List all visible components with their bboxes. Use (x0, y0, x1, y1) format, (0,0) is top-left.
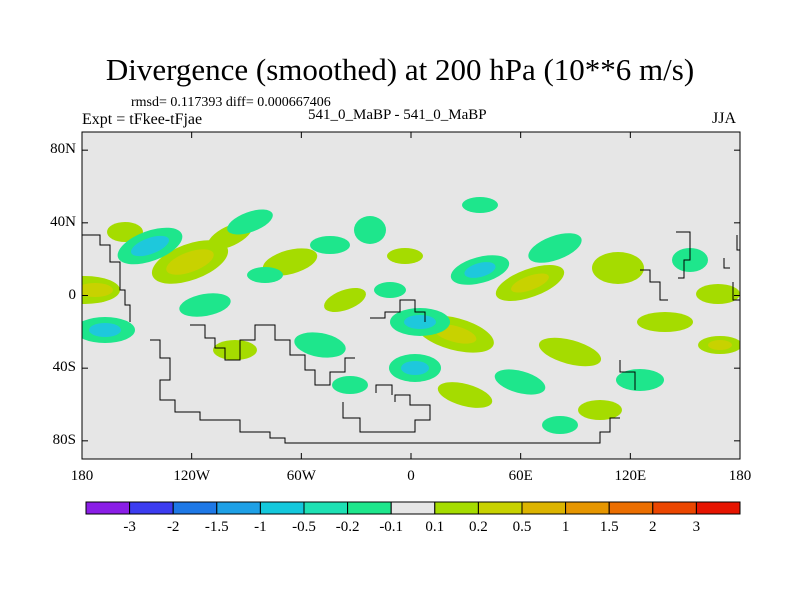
colorbar-label: -0.5 (292, 519, 316, 535)
colorbar-swatch (521, 501, 567, 515)
x-tick-label: 180 (728, 468, 752, 484)
colorbar-label: -1.5 (204, 519, 229, 535)
colorbar-label: -0.1 (379, 519, 404, 535)
colorbar-swatch (347, 501, 392, 515)
colorbar-swatch (172, 501, 218, 515)
colorbar-swatch (303, 501, 349, 515)
map-background (82, 132, 740, 459)
colorbar-label: -1 (254, 519, 267, 535)
y-tick-label: 40S (52, 359, 76, 376)
stats-label: rmsd= 0.117393 diff= 0.000667406 (131, 95, 331, 110)
colorbar-swatch (608, 501, 654, 515)
colorbar-label: 0.5 (512, 519, 532, 535)
x-tick-label: 120W (173, 468, 210, 484)
colorbar-swatch (216, 501, 261, 515)
colorbar-label: 1 (561, 519, 570, 535)
colorbar-swatch (695, 501, 741, 515)
colorbar-label: 2 (649, 519, 657, 535)
colorbar-swatch (565, 501, 610, 515)
colorbar-swatch (390, 501, 436, 515)
colorbar-label: 1.5 (599, 519, 619, 535)
x-tick-label: 60E (508, 468, 533, 484)
comparison-label: 541_0_MaBP - 541_0_MaBP (308, 107, 487, 123)
colorbar-swatch (477, 501, 523, 515)
colorbar-label: 3 (692, 519, 701, 535)
x-tick-label: 0 (407, 468, 415, 484)
y-tick-label: 40N (50, 213, 76, 230)
experiment-label: Expt = tFkee-tFjae (82, 111, 203, 128)
plot-title: Divergence (smoothed) at 200 hPa (10**6 … (105, 52, 695, 87)
colorbar-label: 0.2 (469, 519, 488, 535)
season-label: JJA (712, 110, 737, 127)
y-tick-label: 0 (68, 286, 77, 303)
axis-ticks (81, 132, 741, 459)
colorbar-label: -3 (123, 519, 136, 535)
coastlines (82, 231, 740, 444)
colorbar (85, 501, 741, 515)
x-tick-label: 180 (70, 468, 94, 484)
colorbar-swatch (652, 501, 697, 515)
colorbar-swatch (434, 501, 479, 515)
colorbar-label: -2 (166, 519, 180, 535)
y-tick-label: 80N (50, 141, 76, 158)
divergence-field (82, 197, 740, 434)
x-tick-label: 60W (286, 468, 316, 484)
colorbar-swatch (259, 501, 305, 515)
colorbar-label: -0.2 (335, 519, 360, 535)
colorbar-swatch (85, 501, 131, 515)
x-tick-label: 120E (614, 468, 647, 484)
colorbar-swatch (129, 501, 174, 515)
y-tick-label: 80S (52, 431, 76, 448)
colorbar-label: 0.1 (425, 519, 445, 535)
